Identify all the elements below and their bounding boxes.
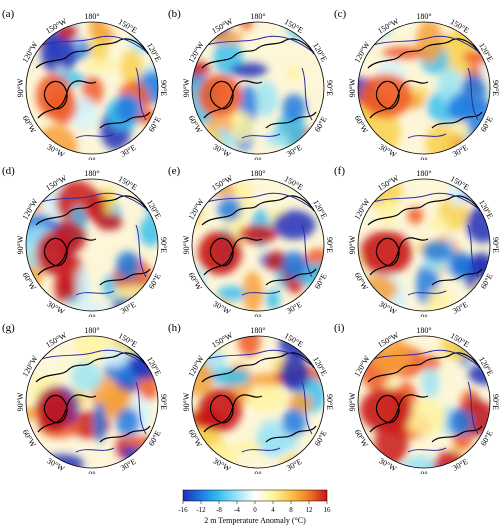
colorbar-title: 2 m Temperature Anomaly (°C): [204, 516, 306, 525]
panel-label: (b): [168, 8, 181, 20]
colorbar-tick-label: -8: [216, 506, 222, 514]
panel-label: (g): [2, 322, 15, 334]
longitude-label: 90°W: [348, 235, 357, 254]
longitude-label: 90°E: [325, 394, 334, 410]
panel-label: (d): [2, 165, 15, 177]
panel-label: (f): [334, 165, 345, 177]
longitude-label: 180°: [84, 169, 99, 178]
longitude-label: 90°E: [491, 394, 500, 410]
longitude-label: 90°E: [159, 237, 168, 253]
colorbar-tick-label: 12: [306, 506, 314, 514]
longitude-label: 0°: [254, 313, 261, 317]
polar-map: 180°150°E120°E90°E60°E30°E0°30°W60°W90°W…: [348, 169, 500, 317]
panel-label: (e): [168, 165, 181, 177]
longitude-label: 90°W: [348, 78, 357, 97]
longitude-label: 0°: [420, 156, 427, 160]
panel-label: (c): [334, 8, 347, 20]
colorbar-tick-label: 0: [253, 506, 257, 514]
colorbar-tick-label: -4: [234, 506, 240, 514]
longitude-label: 180°: [84, 12, 99, 21]
panel-label: (h): [168, 322, 181, 334]
longitude-label: 90°E: [325, 80, 334, 96]
longitude-label: 180°: [250, 12, 265, 21]
colorbar-graphic: -16 -12 -8 -4 0 4 8 12 16: [178, 489, 332, 514]
colorbar-tick-label: 8: [289, 506, 293, 514]
longitude-label: 0°: [88, 156, 95, 160]
longitude-label: 0°: [254, 470, 261, 474]
longitude-label: 180°: [416, 12, 431, 21]
panel-label: (i): [334, 322, 345, 334]
panel-label: (a): [2, 8, 15, 20]
polar-map: 180°150°E120°E90°E60°E30°E0°30°W60°W90°W…: [348, 12, 500, 160]
longitude-label: 180°: [416, 169, 431, 178]
colorbar-tick-label: -16: [178, 506, 188, 514]
longitude-label: 90°E: [159, 394, 168, 410]
longitude-label: 90°W: [16, 392, 25, 411]
longitude-label: 0°: [88, 470, 95, 474]
longitude-label: 90°E: [325, 237, 334, 253]
colorbar-tick-label: -12: [196, 506, 206, 514]
longitude-label: 90°W: [182, 78, 191, 97]
longitude-label: 90°W: [182, 392, 191, 411]
longitude-label: 180°: [250, 169, 265, 178]
longitude-label: 0°: [420, 470, 427, 474]
polar-map: 180°150°E120°E90°E60°E30°E0°30°W60°W90°W…: [16, 326, 168, 474]
polar-map: 180°150°E120°E90°E60°E30°E0°30°W60°W90°W…: [16, 12, 168, 160]
polar-map: 180°150°E120°E90°E60°E30°E0°30°W60°W90°W…: [182, 12, 334, 160]
colorbar-tick-label: 16: [324, 506, 332, 514]
longitude-label: 0°: [254, 156, 261, 160]
longitude-label: 180°: [416, 326, 431, 335]
longitude-label: 90°E: [159, 80, 168, 96]
polar-map: 180°150°E120°E90°E60°E30°E0°30°W60°W90°W…: [348, 326, 500, 474]
longitude-label: 90°W: [16, 235, 25, 254]
longitude-label: 180°: [250, 326, 265, 335]
polar-map: 180°150°E120°E90°E60°E30°E0°30°W60°W90°W…: [182, 169, 334, 317]
polar-map: 180°150°E120°E90°E60°E30°E0°30°W60°W90°W…: [182, 326, 334, 474]
longitude-label: 0°: [420, 313, 427, 317]
longitude-label: 90°E: [491, 237, 500, 253]
longitude-label: 0°: [88, 313, 95, 317]
colorbar-tick-label: 4: [271, 506, 275, 514]
colorbar-gradient: [182, 489, 328, 502]
colorbar: -16 -12 -8 -4 0 4 8 12 16 2 m Temperature Anomal…: [175, 486, 335, 528]
longitude-label: 90°W: [182, 235, 191, 254]
longitude-label: 90°W: [16, 78, 25, 97]
longitude-label: 180°: [84, 326, 99, 335]
polar-map: 180°150°E120°E90°E60°E30°E0°30°W60°W90°W…: [16, 169, 168, 317]
longitude-label: 90°W: [348, 392, 357, 411]
longitude-label: 90°E: [491, 80, 500, 96]
